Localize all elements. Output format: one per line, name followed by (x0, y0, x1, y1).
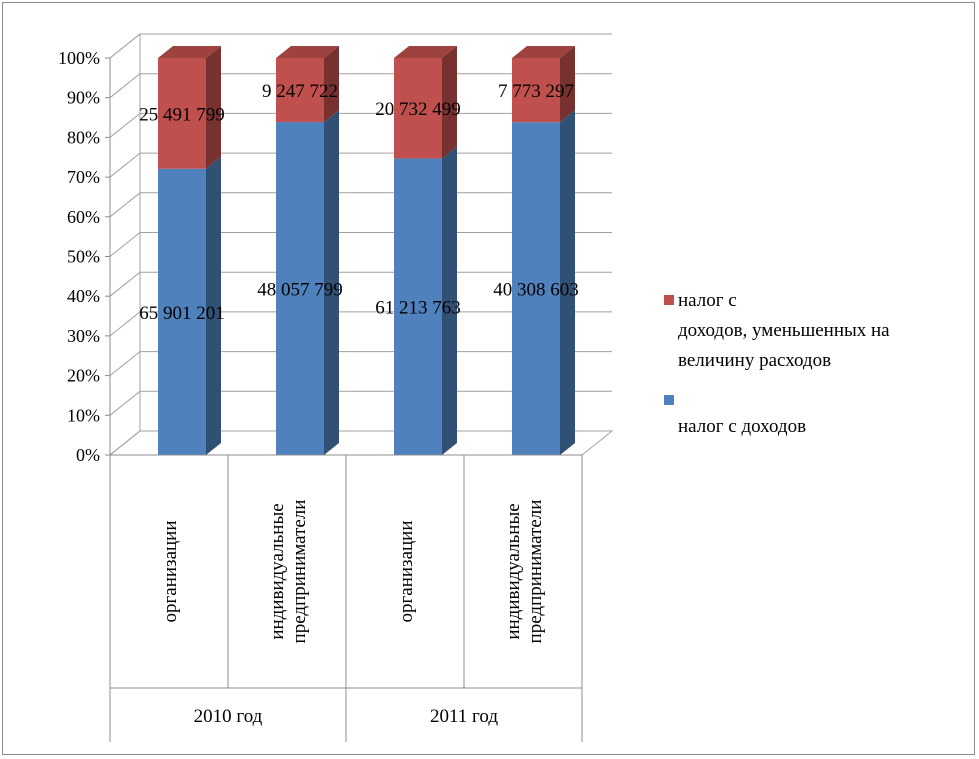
y-tick-label: 0% (76, 445, 100, 465)
y-tick-label: 30% (67, 326, 100, 346)
gridline-side (109, 113, 141, 138)
bar-front (276, 122, 324, 456)
gridline-side (109, 33, 141, 59)
x-category-label: индивидуальные предприниматели (267, 500, 310, 644)
legend: налог с доходов, уменьшенных на величину р… (664, 290, 890, 437)
bar-side (324, 110, 339, 456)
bar-front (276, 58, 324, 123)
y-axis-ticks: 0% 10% 20% 30% 40% 50% 60% 70% 80% 90% 100% (58, 48, 111, 465)
data-label: 25 491 799 (139, 104, 225, 125)
gridline-side (109, 152, 141, 178)
bar-front (394, 58, 442, 159)
bar-top (158, 46, 221, 58)
y-tick-label: 100% (58, 48, 100, 68)
gridline-side (109, 271, 141, 297)
x-category-text: предприниматели (525, 500, 546, 644)
gridline-side (109, 232, 141, 257)
x-group-label: 2010 год (194, 706, 263, 727)
x-category-text: организации (160, 520, 181, 622)
gridline-side (109, 73, 141, 99)
bar-front (158, 58, 206, 169)
x-category-text: индивидуальные (267, 503, 288, 639)
x-category-text: предприниматели (289, 500, 310, 644)
data-label: 9 247 722 (262, 81, 338, 102)
gridline-side (109, 390, 141, 416)
y-tick-label: 20% (67, 366, 100, 386)
x-category-text: индивидуальные (503, 503, 524, 639)
y-tick-label: 70% (67, 167, 100, 187)
bar-top (394, 46, 457, 58)
bar-front (512, 58, 560, 123)
x-axis: организации индивидуальные предприниматели… (109, 454, 583, 742)
bars (158, 46, 575, 456)
bar-front (394, 158, 442, 455)
bar-front (158, 168, 206, 455)
x-category-label: организации (396, 520, 417, 622)
x-category-label: индивидуальные предприниматели (503, 500, 546, 644)
legend-label: величину расходов (678, 350, 831, 371)
gridline-side (109, 430, 141, 456)
x-category-text: организации (396, 520, 417, 622)
bar-side (442, 46, 457, 159)
bar-top (512, 46, 575, 58)
y-tick-label: 40% (67, 286, 100, 306)
legend-label: налог с (678, 290, 737, 311)
legend-swatch (664, 395, 674, 405)
legend-item: налог с доходов, уменьшенных на величину р… (664, 290, 890, 371)
bar-side (324, 46, 339, 123)
y-tick-label: 50% (67, 247, 100, 267)
y-tick-label: 90% (67, 88, 100, 108)
data-label: 61 213 763 (375, 298, 461, 319)
y-tick-label: 60% (67, 207, 100, 227)
bar-front (512, 122, 560, 456)
gridline-side (109, 192, 141, 218)
data-label: 7 773 297 (498, 81, 574, 102)
bar-side (560, 110, 575, 456)
legend-swatch (664, 295, 674, 305)
x-category-label: организации (160, 520, 181, 622)
data-label: 40 308 603 (493, 280, 579, 301)
gridline-side (109, 311, 141, 337)
bar-side (442, 146, 457, 455)
bar-side (206, 156, 221, 455)
data-label: 48 057 799 (257, 280, 343, 301)
bar-side (206, 46, 221, 169)
data-labels: 65 901 201 25 491 799 48 057 799 9 247 722 6… (139, 81, 579, 324)
data-label: 20 732 499 (375, 99, 461, 120)
y-tick-label: 10% (67, 405, 100, 425)
y-tick-label: 80% (67, 127, 100, 147)
data-label: 65 901 201 (139, 303, 225, 324)
bar-top (276, 46, 339, 58)
legend-label: налог с доходов (678, 416, 806, 437)
legend-label: доходов, уменьшенных на (678, 320, 890, 341)
legend-item: налог с доходов (664, 395, 806, 437)
gridline-side (109, 351, 141, 376)
bar-side (560, 46, 575, 123)
x-group-label: 2011 год (430, 706, 498, 727)
